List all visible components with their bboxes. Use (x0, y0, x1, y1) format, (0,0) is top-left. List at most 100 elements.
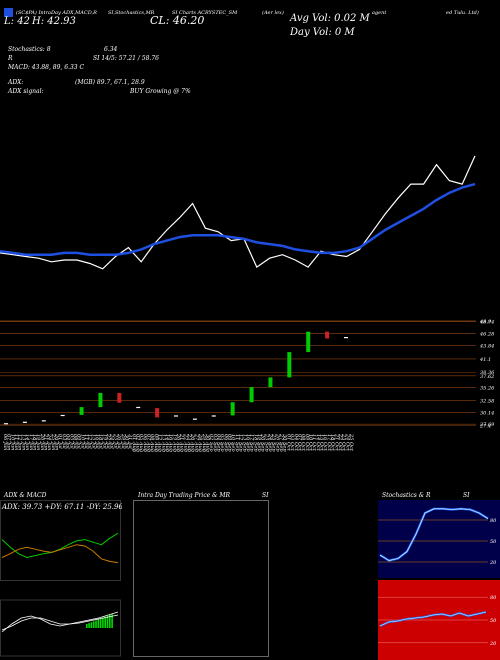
price-level-label: 46.28 (479, 332, 494, 338)
date-tick-label: 23 Oct (341, 433, 347, 452)
mrsi-tick-label: 80 (490, 595, 497, 601)
price-level-label: 48.74 (479, 320, 494, 326)
macd-histogram-bar (111, 614, 113, 628)
adx-signal-label: ADX signal: (8, 88, 44, 95)
adx-panel-frame (0, 500, 121, 581)
candle-bar (22, 421, 27, 423)
price-series-line (0, 155, 476, 270)
candle-bar (98, 392, 103, 408)
date-tick-label: 22 Aug (182, 433, 188, 452)
adx-macd-panel: ADX: 39.73 +DY: 67.11 -DY: 25.96 (0, 500, 122, 657)
date-tick-label: 31 Jul (127, 434, 133, 449)
date-tick-label: 25 Sep (271, 433, 277, 452)
date-tick-label: 14 Aug (164, 434, 170, 452)
avg-volume: Avg Vol: 0.02 M (290, 13, 370, 24)
macd-histogram-bar (92, 621, 95, 628)
date-tick-label: 26 Aug (190, 433, 196, 452)
candle-bar (117, 392, 122, 403)
date-tick-label: 07 Oct (297, 434, 303, 452)
stoch-value: 6.34 (104, 46, 118, 53)
date-tick-label: 02 Sep (208, 434, 214, 452)
date-tick-label: 18 Oct (330, 434, 336, 452)
rsi-tick-label: 50 (490, 539, 497, 545)
stoch-label: Stochastics: 8 (8, 46, 51, 53)
candle-bar (268, 377, 273, 388)
adx-label: ADX: (8, 79, 24, 86)
macd-histogram-bar (102, 617, 104, 628)
macd-signal-line (1, 614, 119, 631)
date-tick-label: 05 Jul (68, 434, 74, 449)
date-tick-label: 17 Jun (28, 434, 34, 450)
intraday-panel (133, 500, 269, 657)
price-line-chart (0, 155, 476, 270)
date-tick-label: 27 Sep (278, 433, 284, 452)
day-volume: Day Vol: 0 M (290, 27, 355, 38)
date-tick-label: 24 Jul (109, 433, 115, 449)
macd-histogram-bar (97, 619, 100, 628)
date-tick-label: 10 Oct (308, 434, 314, 452)
price-level-label: 37.62 (480, 374, 494, 380)
macd-value: MACD: 43.88, 89, 6.33 C (8, 64, 85, 71)
header-title-2: SI,Stochastics,MR (108, 10, 155, 16)
date-tick-label: 10 Jul (79, 434, 85, 449)
header-title-6: ed Tulu. Ltd) (446, 10, 479, 16)
candle-bar (136, 406, 141, 409)
date-tick-label: 18 Sep (252, 434, 258, 452)
date-tick-label: 04 Oct (293, 434, 299, 452)
date-tick-label: 19 Jun (35, 434, 41, 450)
header-title-5: agent (372, 10, 387, 16)
date-tick-label: 06 Aug (142, 434, 148, 452)
macd-histogram-bar (106, 615, 109, 628)
date-tick-label: 15 Oct (319, 434, 325, 452)
candle-bar (41, 420, 46, 422)
rsi-panel-bg (378, 500, 500, 578)
moving-average-line (0, 182, 476, 256)
rsi-label: R (8, 55, 13, 62)
date-tick-label: 22 Oct (337, 433, 343, 452)
rsi-tick-label: 80 (490, 518, 497, 524)
macd-histogram-bar (88, 623, 90, 628)
rsi-value: SI 14/5: 57.21 / 58.76 (93, 55, 159, 62)
stoch-rsi-panel: 80 50 20 80 50 20 (378, 500, 500, 660)
price-level-label: 32.58 (480, 398, 494, 404)
date-tick-label: 01 Jul (57, 434, 63, 449)
series-color-swatch (4, 8, 13, 17)
date-tick-label: 20 Sep (260, 433, 266, 452)
adx-panel-title: ADX & MACD (4, 492, 47, 499)
adx-values-text: ADX: 39.73 +DY: 67.11 -DY: 25.96 (1, 503, 122, 511)
date-tick-label: 10 Jun (9, 434, 15, 450)
date-tick-label: 15 Jul (90, 434, 96, 449)
date-tick-label: 11 Sep (234, 434, 240, 452)
intraday-panel-si: SI (262, 492, 269, 499)
header-title-4: (Aer lex) (262, 10, 284, 16)
date-tick-label: 13 Aug (160, 434, 166, 452)
macd-histogram-bar (99, 618, 102, 628)
date-tick-label: 30 Jul (124, 434, 130, 449)
date-tick-label: 29 Jul (120, 433, 126, 449)
close-price: CL: 46.20 (150, 14, 205, 27)
date-tick-label: 09 Jul (76, 434, 82, 449)
date-tick-label: 12 Jun (17, 434, 23, 450)
date-tick-label: 30 Sep (282, 434, 288, 452)
price-level-label: 41.1 (479, 357, 491, 363)
date-tick-label: 22 Jul (105, 433, 111, 449)
date-tick-label: 18 Jul (98, 434, 104, 449)
date-tick-label: 08 Jul (72, 434, 78, 449)
date-tick-label: 25 Jul (112, 433, 118, 449)
mrsi-tick-label: 20 (489, 641, 497, 647)
date-tick-label: 21 Jun (43, 433, 49, 450)
candle-bar (60, 414, 65, 417)
date-tick-label: 02 Aug (135, 434, 141, 452)
candle-bar (249, 387, 254, 403)
date-tick-label: 13 Jun (20, 434, 26, 450)
intraday-panel-frame (133, 500, 269, 657)
date-tick-label: 12 Sep (238, 434, 244, 452)
candle-bar (155, 408, 160, 418)
date-tick-label: 12 Jul (87, 434, 93, 449)
candle-bar (287, 352, 292, 378)
price-low: L: 42 (4, 16, 30, 27)
date-tick-label: 20 Jun (39, 433, 45, 450)
date-tick-label: 24 Oct (344, 433, 350, 452)
date-tick-label: 17 Oct (326, 434, 332, 452)
